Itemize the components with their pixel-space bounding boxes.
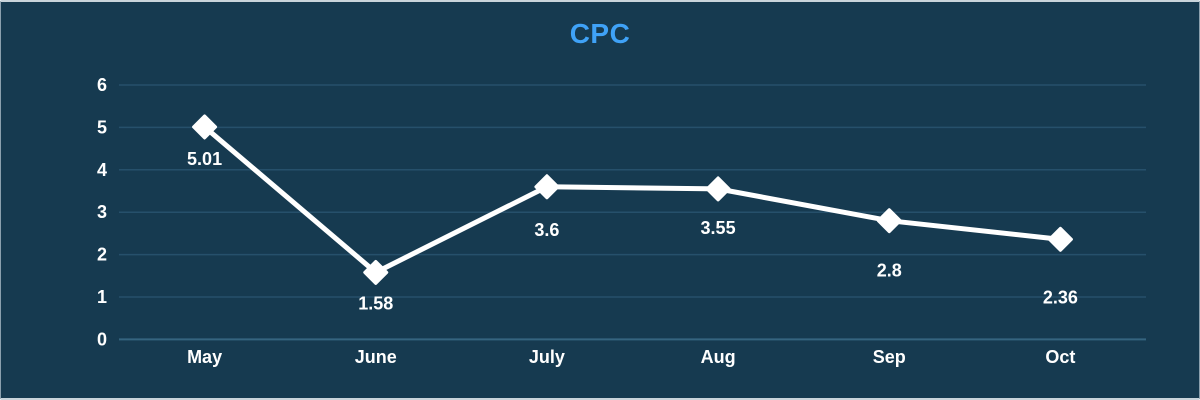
x-tick-label: May bbox=[187, 347, 222, 367]
data-point-marker bbox=[876, 208, 902, 234]
data-point-label: 2.8 bbox=[877, 261, 902, 281]
x-tick-label: Aug bbox=[701, 347, 736, 367]
y-tick-label: 6 bbox=[97, 75, 107, 95]
data-point-label: 3.6 bbox=[534, 220, 559, 240]
y-tick-label: 0 bbox=[97, 329, 107, 349]
data-point-marker bbox=[192, 114, 218, 140]
data-point-label: 2.36 bbox=[1043, 287, 1078, 307]
data-point-marker bbox=[534, 174, 560, 200]
x-tick-label: Sep bbox=[873, 347, 906, 367]
data-point-marker bbox=[363, 259, 389, 285]
y-tick-label: 2 bbox=[97, 245, 107, 265]
chart-title: CPC bbox=[569, 18, 631, 49]
y-tick-label: 5 bbox=[97, 117, 107, 137]
y-tick-label: 4 bbox=[97, 160, 107, 180]
data-point-label: 1.58 bbox=[358, 293, 393, 313]
data-point-label: 3.55 bbox=[701, 218, 736, 238]
x-tick-label: July bbox=[529, 347, 565, 367]
x-tick-label: Oct bbox=[1045, 347, 1075, 367]
y-tick-label: 3 bbox=[97, 202, 107, 222]
y-tick-label: 1 bbox=[97, 287, 107, 307]
data-point-marker bbox=[705, 176, 731, 202]
data-point-label: 5.01 bbox=[187, 149, 222, 169]
series-line bbox=[202, 124, 1063, 275]
data-point-marker bbox=[1047, 226, 1073, 252]
x-tick-label: June bbox=[355, 347, 397, 367]
